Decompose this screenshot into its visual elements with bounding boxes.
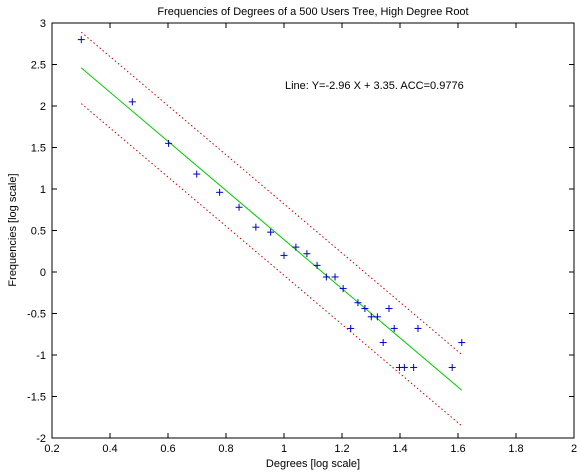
x-tick-label: 1.4	[392, 443, 407, 455]
y-tick-label: 0.5	[31, 226, 46, 238]
data-point	[165, 139, 173, 147]
x-tick-label: 2	[571, 443, 577, 455]
data-point	[390, 324, 398, 332]
data-point	[339, 285, 347, 293]
y-tick-label: 3	[40, 18, 46, 30]
y-tick-label: -1.5	[27, 392, 46, 404]
x-tick-label: 0.6	[160, 443, 175, 455]
x-tick-label: 0.4	[102, 443, 117, 455]
fit-line	[80, 67, 463, 391]
x-tick-label: 0.8	[218, 443, 233, 455]
lower-bound-line	[80, 103, 463, 427]
data-point	[252, 223, 260, 231]
fit-annotation: Line: Y=-2.96 X + 3.35. ACC=0.9776	[285, 80, 464, 92]
data-points	[77, 36, 466, 371]
upper-bound-line	[80, 31, 463, 355]
data-point	[354, 299, 362, 307]
data-point	[267, 228, 275, 236]
data-point	[410, 363, 418, 371]
y-axis-label: Frequencies [log scale]	[7, 173, 19, 286]
data-point	[361, 305, 369, 313]
y-tick-label: 1.5	[31, 143, 46, 155]
y-tick-label: 1	[40, 184, 46, 196]
data-point	[448, 363, 456, 371]
data-point	[385, 305, 393, 313]
data-point	[128, 98, 136, 106]
data-point	[235, 203, 243, 211]
plot-frame	[51, 22, 575, 439]
x-tick-label: 1	[281, 443, 287, 455]
y-tick-label: -1	[36, 350, 46, 362]
x-tick-label: 1.8	[508, 443, 523, 455]
y-tick-label: 2	[40, 101, 46, 113]
y-tick-label: 0	[40, 267, 46, 279]
data-point	[280, 251, 288, 259]
data-point	[331, 273, 339, 281]
data-point	[414, 324, 422, 332]
y-tick-label: 2.5	[31, 60, 46, 72]
x-tick-label: 0.2	[44, 443, 59, 455]
y-tick-label: -0.5	[27, 309, 46, 321]
data-point	[193, 170, 201, 178]
data-point	[347, 324, 355, 332]
data-point	[216, 188, 224, 196]
data-point	[313, 261, 321, 269]
data-point	[400, 363, 408, 371]
data-point	[292, 243, 300, 251]
data-point	[77, 36, 85, 44]
data-point	[322, 273, 330, 281]
data-point	[379, 339, 387, 347]
fit-lines	[80, 31, 463, 427]
x-tick-label: 1.2	[334, 443, 349, 455]
y-tick-label: -2	[36, 433, 46, 445]
data-point	[303, 250, 311, 258]
x-tick-label: 1.6	[450, 443, 465, 455]
x-axis-label: Degrees [log scale]	[266, 458, 360, 470]
data-point	[458, 339, 466, 347]
data-point	[367, 313, 375, 321]
chart-title: Frequencies of Degrees of a 500 Users Tr…	[157, 6, 468, 18]
data-point	[373, 313, 381, 321]
axis-ticks: 0.2 0.4 0.6 0.8 1 1.2 1.4 1.6 1.8 2 3 2.5 2 1.5 1 0.5 0 -…	[27, 18, 577, 455]
